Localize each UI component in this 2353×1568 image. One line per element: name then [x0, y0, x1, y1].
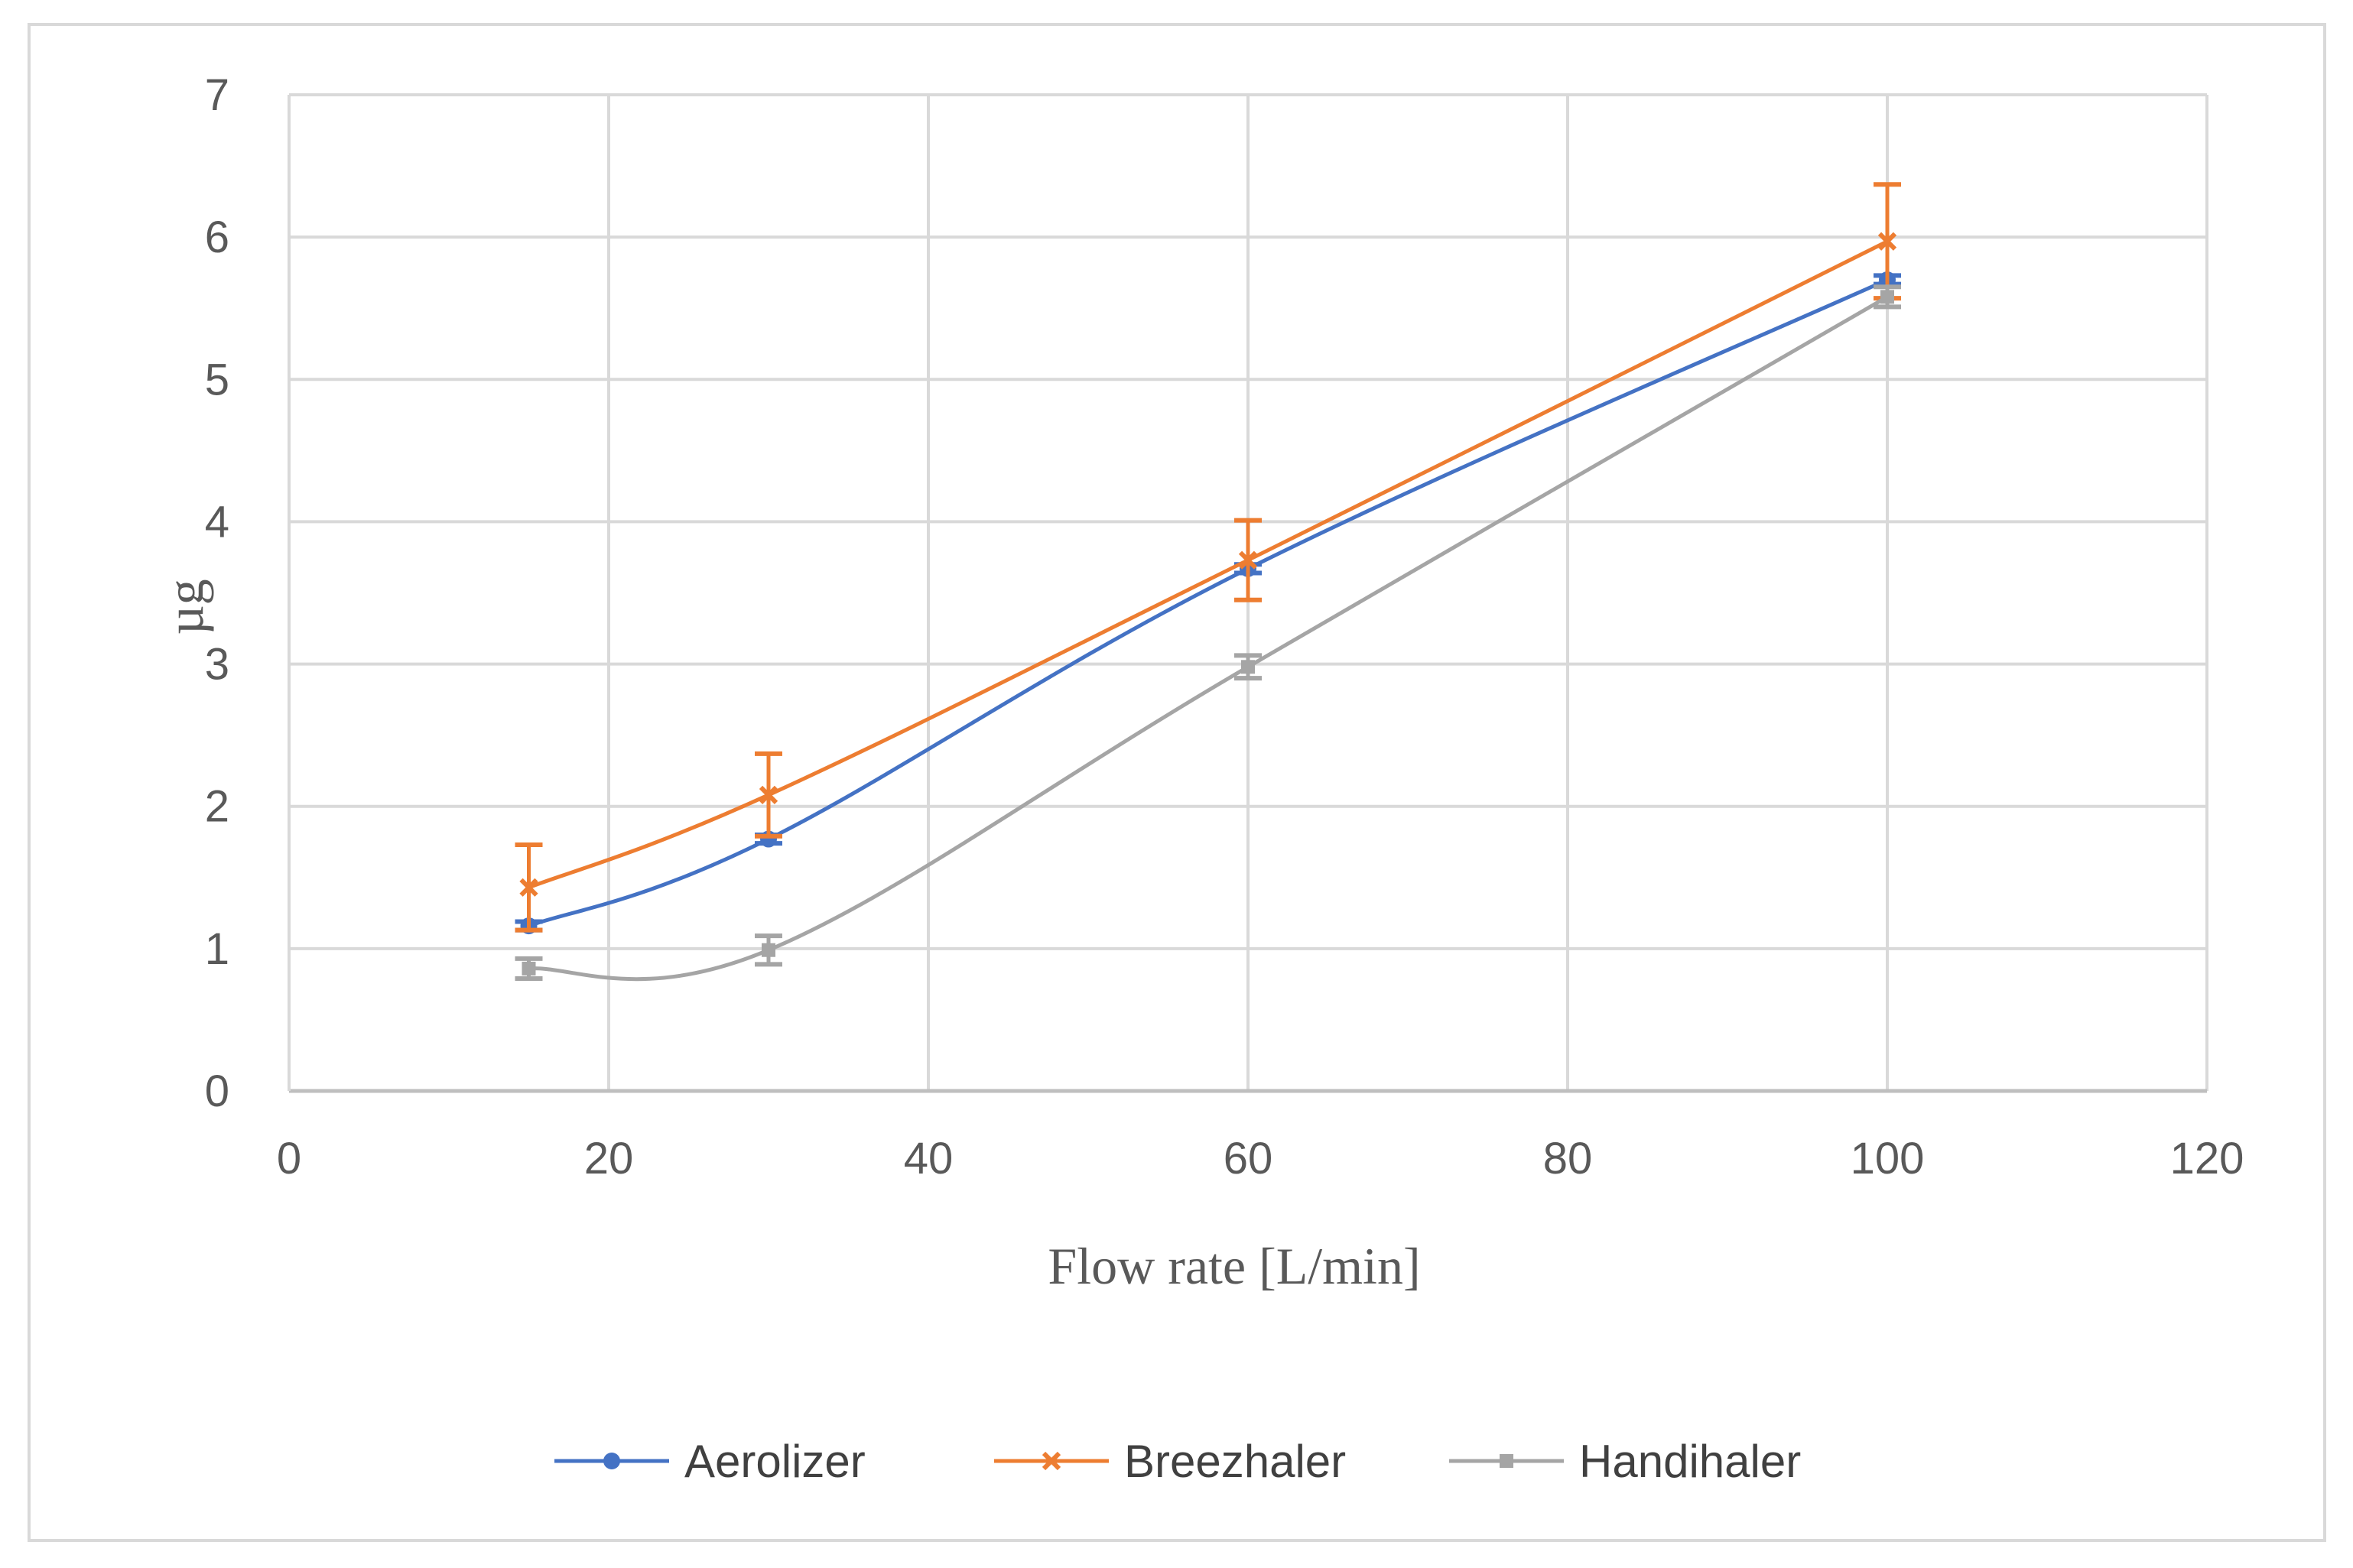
legend-marker: [603, 1453, 620, 1469]
x-tick-label: 60: [1224, 1134, 1273, 1183]
data-point: [522, 961, 536, 976]
x-tick-label: 100: [1851, 1134, 1925, 1183]
y-tick-label: 4: [205, 497, 229, 547]
data-point: [759, 785, 778, 804]
series-line: [528, 239, 1889, 890]
legend-label: Breezhaler: [1124, 1436, 1346, 1487]
y-tick-label: 5: [205, 355, 229, 404]
axes: 0 1 2 3 4 5 6 7 0 20 40 60 80 100 120: [205, 70, 2244, 1183]
data-point: [1877, 232, 1897, 251]
legend-label: Aerolizer: [684, 1436, 866, 1487]
data-point: [1880, 290, 1894, 304]
data-point: [1241, 660, 1255, 674]
series-breezhaler: [515, 182, 1901, 933]
y-axis-title: µg: [156, 579, 214, 635]
y-tick-label: 1: [205, 924, 229, 974]
y-tick-label: 7: [205, 70, 229, 120]
series-aerolizer: [515, 271, 1901, 935]
legend-marker: [1042, 1451, 1061, 1471]
line-chart: 0 1 2 3 4 5 6 7 0 20 40 60 80 100 120 Flow rate [L/min…: [156, 70, 2244, 1487]
x-tick-label: 120: [2170, 1134, 2244, 1183]
y-tick-label: 3: [205, 640, 229, 690]
gridlines: [288, 93, 2208, 1091]
legend: Aerolizer Breezhaler Handihaler: [554, 1436, 1801, 1487]
chart-frame: 0 1 2 3 4 5 6 7 0 20 40 60 80 100 120 Flow rate [L/min…: [28, 23, 2326, 1542]
series-handihaler: [515, 284, 1901, 982]
y-tick-label: 6: [205, 213, 229, 262]
x-axis-title: Flow rate [L/min]: [1048, 1237, 1420, 1295]
y-tick-label: 2: [205, 782, 229, 832]
legend-item-breezhaler: Breezhaler: [994, 1436, 1346, 1487]
y-tick-label: 0: [205, 1066, 229, 1116]
legend-item-aerolizer: Aerolizer: [554, 1436, 866, 1487]
data-point: [762, 943, 775, 957]
data-point: [519, 878, 538, 897]
x-tick-label: 20: [584, 1134, 634, 1183]
series-line: [528, 278, 1889, 928]
data-point: [1238, 550, 1258, 570]
legend-label: Handihaler: [1579, 1436, 1801, 1487]
x-tick-label: 40: [904, 1134, 954, 1183]
x-tick-label: 0: [277, 1134, 301, 1183]
legend-item-handihaler: Handihaler: [1449, 1436, 1801, 1487]
series-line: [528, 295, 1889, 982]
legend-marker: [1500, 1454, 1513, 1468]
x-tick-label: 80: [1543, 1134, 1593, 1183]
series-layer: [515, 182, 1901, 982]
